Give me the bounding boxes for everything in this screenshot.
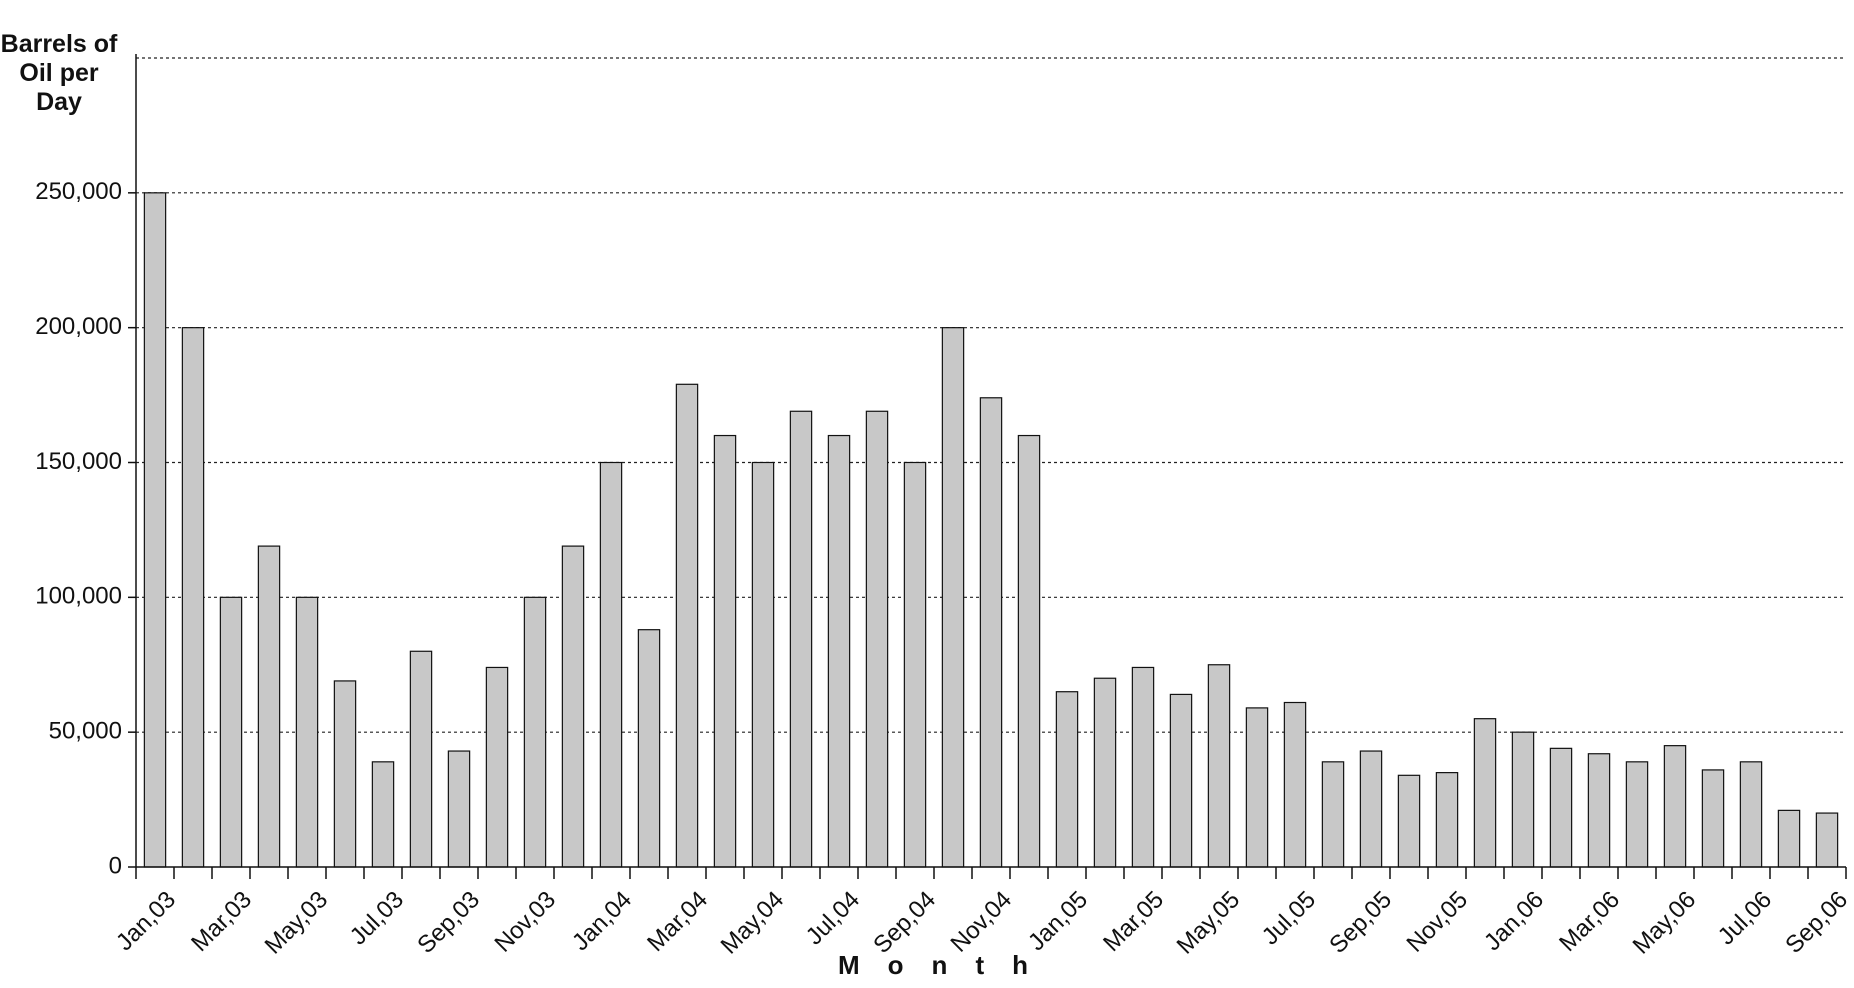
bar — [1321, 761, 1345, 868]
bar — [143, 192, 167, 868]
bar — [1625, 761, 1649, 868]
bar — [333, 680, 357, 868]
bar — [295, 596, 319, 868]
x-tick-label: Mar,04 — [642, 886, 713, 957]
bar — [1359, 750, 1383, 868]
y-axis-title: Barrels of Oil per Day — [0, 30, 118, 116]
y-tick-label: 0 — [109, 852, 122, 879]
y-tick-label: 100,000 — [35, 583, 122, 610]
y-tick-label: 250,000 — [35, 178, 122, 205]
bar — [1017, 434, 1041, 868]
y-tick-label: 200,000 — [35, 313, 122, 340]
y-tick-label: 150,000 — [35, 448, 122, 475]
bar — [789, 410, 813, 868]
bar — [181, 327, 205, 868]
x-tick-label: Jul,05 — [1257, 886, 1321, 950]
x-tick-label: Jan,03 — [111, 886, 181, 956]
x-tick-label: Sep,06 — [1780, 886, 1853, 959]
bar — [1093, 677, 1117, 868]
x-tick-label: Sep,03 — [412, 886, 485, 959]
bar — [485, 666, 509, 868]
bar — [1131, 666, 1155, 868]
bar — [1397, 774, 1421, 868]
bar — [1055, 691, 1079, 868]
x-tick-label: Jul,06 — [1713, 886, 1777, 950]
x-tick-label: Jan,05 — [1023, 886, 1093, 956]
bar — [903, 461, 927, 868]
bar — [1739, 761, 1763, 868]
x-tick-label: Nov,03 — [490, 886, 562, 958]
bar — [1549, 747, 1573, 868]
y-tick-label: 50,000 — [49, 718, 122, 745]
x-tick-label: May,03 — [260, 886, 333, 959]
bar — [1511, 731, 1535, 868]
x-tick-label: Mar,05 — [1098, 886, 1169, 957]
bar — [219, 596, 243, 868]
x-tick-label: Jul,03 — [345, 886, 409, 950]
bar — [561, 545, 585, 868]
bar — [1663, 745, 1687, 868]
bar — [751, 461, 775, 868]
bar — [1283, 701, 1307, 868]
bar — [1473, 718, 1497, 868]
bar — [1777, 809, 1801, 868]
bar — [1815, 812, 1839, 868]
bar — [371, 761, 395, 868]
x-tick-label: Mar,03 — [186, 886, 257, 957]
bar — [1435, 772, 1459, 868]
bar — [1245, 707, 1269, 868]
x-tick-label: May,05 — [1172, 886, 1245, 959]
bar — [865, 410, 889, 868]
bar — [599, 461, 623, 868]
x-tick-label: Jul,04 — [801, 886, 865, 950]
x-axis-title: Month — [838, 950, 1056, 980]
x-tick-label: Jan,04 — [567, 886, 637, 956]
x-tick-label: Nov,04 — [946, 886, 1018, 958]
bar — [1207, 664, 1231, 868]
x-tick-label: Jan,06 — [1479, 886, 1549, 956]
bar — [1701, 769, 1725, 868]
bar — [257, 545, 281, 868]
x-tick-label: Mar,06 — [1554, 886, 1625, 957]
bar — [941, 327, 965, 868]
bar — [447, 750, 471, 868]
bar — [827, 434, 851, 868]
bar — [713, 434, 737, 868]
bar — [979, 397, 1003, 868]
x-tick-label: Sep,04 — [868, 886, 941, 959]
bar — [409, 650, 433, 868]
x-tick-label: May,06 — [1628, 886, 1701, 959]
x-tick-label: May,04 — [716, 886, 789, 959]
bar — [637, 629, 661, 868]
bar — [1587, 753, 1611, 868]
x-tick-label: Sep,05 — [1324, 886, 1397, 959]
bar — [523, 596, 547, 868]
bar — [675, 383, 699, 868]
bar — [1169, 693, 1193, 868]
x-tick-label: Nov,05 — [1402, 886, 1474, 958]
